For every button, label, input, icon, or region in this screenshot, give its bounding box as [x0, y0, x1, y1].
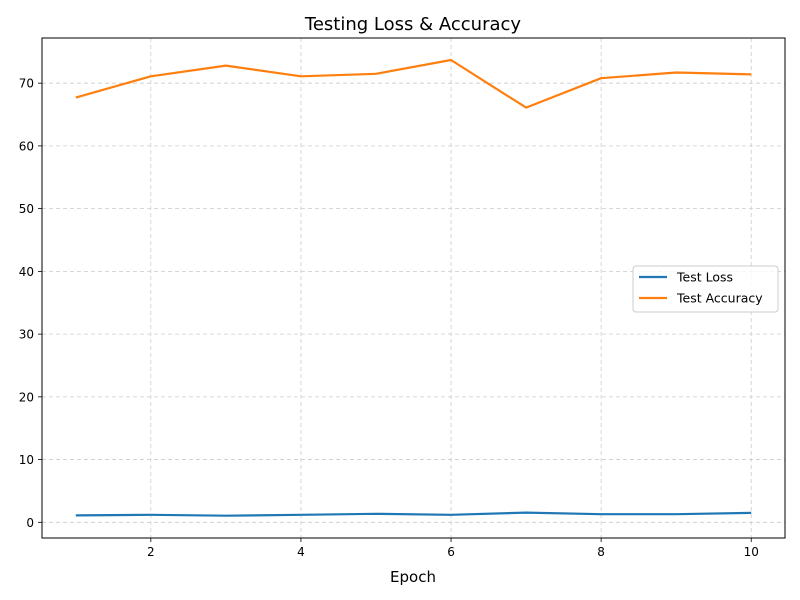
chart-title: Testing Loss & Accuracy — [304, 14, 521, 35]
y-tick-label: 0 — [26, 516, 34, 530]
x-tick-label: 6 — [447, 545, 455, 559]
x-tick-label: 2 — [147, 545, 155, 559]
x-tick-label: 8 — [597, 545, 605, 559]
y-tick-label: 70 — [19, 77, 34, 91]
y-tick-label: 50 — [19, 202, 34, 216]
legend-label-test-accuracy: Test Accuracy — [676, 291, 763, 306]
x-tick-label: 4 — [297, 545, 305, 559]
y-tick-label: 40 — [19, 265, 34, 279]
y-tick-label: 20 — [19, 390, 34, 404]
x-tick-label: 10 — [744, 545, 759, 559]
series-line-test-accuracy — [75, 58, 752, 109]
series-line-test-loss — [75, 511, 752, 517]
y-tick-label: 10 — [19, 453, 34, 467]
legend: Test Loss Test Accuracy — [632, 265, 779, 313]
grid — [42, 38, 785, 538]
y-tick-label: 30 — [19, 328, 34, 342]
plot-frame — [41, 37, 786, 539]
x-axis-label: Epoch — [390, 568, 436, 586]
legend-box — [632, 265, 779, 313]
legend-label-test-loss: Test Loss — [676, 270, 733, 285]
series-lines — [75, 58, 752, 517]
x-axis: 2 4 6 8 10 — [147, 538, 759, 559]
y-tick-label: 60 — [19, 139, 34, 153]
y-axis: 0 10 20 30 40 50 60 70 — [19, 77, 42, 530]
